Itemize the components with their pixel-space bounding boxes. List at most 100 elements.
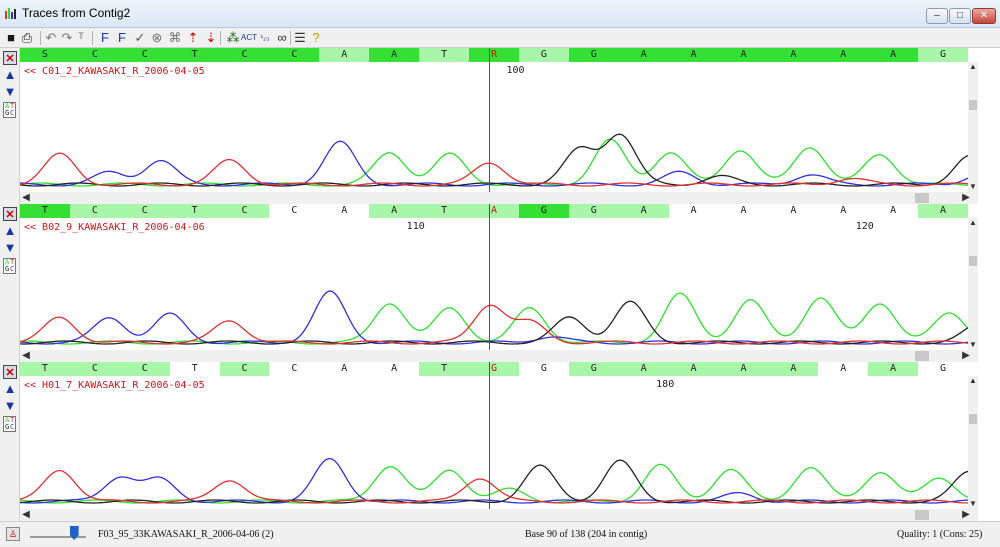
horizontal-scrollbar[interactable]: ◀ ▶	[20, 350, 978, 362]
scroll-up-icon[interactable]: ▲	[969, 376, 977, 385]
horizontal-scroll-thumb[interactable]	[915, 193, 929, 203]
mark-left-icon[interactable]: ⇡	[187, 30, 199, 45]
maximize-button[interactable]: □	[949, 8, 971, 24]
base-call[interactable]: A	[319, 48, 370, 62]
base-call[interactable]: G	[568, 204, 619, 218]
base-call[interactable]: A	[391, 363, 398, 374]
base-call[interactable]: G	[568, 48, 619, 62]
base-call[interactable]: C	[291, 205, 298, 216]
redo-icon[interactable]: ↷	[61, 30, 73, 45]
base-call[interactable]: A	[868, 362, 919, 376]
base-call[interactable]: A	[668, 362, 719, 376]
base-call[interactable]: A	[868, 48, 919, 62]
base-call[interactable]: C	[219, 362, 270, 376]
find-forward-icon[interactable]: F	[101, 30, 109, 45]
scroll-up-icon[interactable]: ▲	[969, 62, 977, 71]
scroll-right-icon[interactable]: ▶	[962, 192, 970, 203]
vertical-scrollbar[interactable]: ▲ ▼	[968, 62, 978, 192]
move-trace-up-button[interactable]: ▲	[3, 381, 17, 396]
base-call[interactable]: C	[269, 48, 320, 62]
base-call[interactable]: S	[20, 48, 70, 62]
base-call[interactable]: C	[69, 362, 120, 376]
base-call[interactable]: T	[191, 363, 198, 374]
base-call[interactable]: A	[369, 204, 420, 218]
base-call[interactable]: C	[69, 48, 120, 62]
scroll-down-icon[interactable]: ▼	[969, 340, 977, 349]
scroll-up-icon[interactable]: ▲	[969, 218, 977, 227]
base-call[interactable]: G	[918, 48, 968, 62]
list-icon[interactable]: ☰	[294, 30, 306, 45]
base-call[interactable]: R	[469, 48, 519, 62]
chromatogram[interactable]	[20, 232, 968, 348]
base-call[interactable]: A	[768, 362, 819, 376]
base-call[interactable]: G	[518, 204, 569, 218]
base-call[interactable]: C	[291, 363, 298, 374]
base-call[interactable]: A	[341, 363, 348, 374]
base-call[interactable]: A	[369, 48, 420, 62]
scroll-left-icon[interactable]: ◀	[22, 509, 30, 520]
horizontal-scrollbar[interactable]: ◀ ▶	[20, 509, 978, 521]
base-call[interactable]: A	[740, 205, 747, 216]
vertical-scroll-thumb[interactable]	[969, 256, 977, 266]
scroll-down-icon[interactable]: ▼	[969, 182, 977, 191]
base-call[interactable]: T	[419, 362, 470, 376]
trim-icon[interactable]: ᵀ	[78, 30, 84, 45]
base-call[interactable]: G	[540, 363, 547, 374]
base-call[interactable]: A	[890, 205, 897, 216]
vertical-scrollbar[interactable]: ▲ ▼	[968, 376, 978, 509]
base-call[interactable]: A	[469, 204, 519, 218]
base-call[interactable]: C	[219, 48, 270, 62]
scroll-down-icon[interactable]: ▼	[969, 499, 977, 508]
print-icon[interactable]: ⎙	[21, 30, 33, 45]
accept-icon[interactable]: ✓	[134, 30, 146, 45]
delete-trace-icon[interactable]: ⌘	[168, 30, 182, 45]
base-call[interactable]: A	[718, 362, 769, 376]
base-call[interactable]: A	[768, 48, 819, 62]
base-call[interactable]: A	[918, 204, 968, 218]
base-call[interactable]: A	[790, 205, 797, 216]
remove-trace-button[interactable]: ✕	[3, 207, 17, 221]
move-trace-down-button[interactable]: ▼	[3, 240, 17, 255]
undo-icon[interactable]: ↶	[45, 30, 57, 45]
base-call[interactable]: A	[840, 363, 847, 374]
scroll-left-icon[interactable]: ◀	[22, 192, 30, 203]
link-icon[interactable]: ∞	[277, 30, 287, 45]
reject-icon[interactable]: ⊗	[151, 30, 163, 45]
mark-right-icon[interactable]: ⇣	[205, 30, 217, 45]
base-call[interactable]: T	[169, 204, 220, 218]
minimize-button[interactable]: –	[926, 8, 948, 24]
base-call[interactable]: A	[690, 205, 697, 216]
base-call[interactable]: A	[618, 362, 669, 376]
base-call[interactable]: G	[940, 363, 947, 374]
base-call[interactable]: A	[818, 48, 869, 62]
vertical-scrollbar[interactable]: ▲ ▼	[968, 218, 978, 350]
move-trace-down-button[interactable]: ▼	[3, 398, 17, 413]
move-trace-up-button[interactable]: ▲	[3, 223, 17, 238]
base-call[interactable]: T	[20, 362, 70, 376]
base-call[interactable]: C	[119, 362, 170, 376]
scroll-left-icon[interactable]: ◀	[22, 350, 30, 361]
base-call[interactable]: T	[419, 204, 470, 218]
save-icon[interactable]: ■	[7, 30, 15, 45]
status-person-icon[interactable]: ♙	[6, 527, 20, 541]
chromatogram[interactable]	[20, 76, 968, 190]
base-call[interactable]: C	[119, 48, 170, 62]
base-call[interactable]: A	[341, 205, 348, 216]
base-call[interactable]: T	[419, 48, 470, 62]
base-call[interactable]: A	[668, 48, 719, 62]
move-trace-down-button[interactable]: ▼	[3, 84, 17, 99]
base-call[interactable]: T	[20, 204, 70, 218]
help-icon[interactable]: ?	[312, 30, 320, 45]
zoom-slider-thumb[interactable]	[69, 526, 79, 540]
horizontal-scrollbar[interactable]: ◀ ▶	[20, 192, 978, 204]
base-call[interactable]: A	[840, 205, 847, 216]
horizontal-scroll-thumb[interactable]	[915, 510, 929, 520]
find-next-icon[interactable]: F	[118, 30, 126, 45]
move-trace-up-button[interactable]: ▲	[3, 67, 17, 82]
base-call[interactable]: T	[169, 48, 220, 62]
close-button[interactable]: ✕	[972, 8, 996, 24]
sequence-icon[interactable]: ACT	[241, 33, 257, 42]
chromatogram[interactable]	[20, 390, 968, 507]
